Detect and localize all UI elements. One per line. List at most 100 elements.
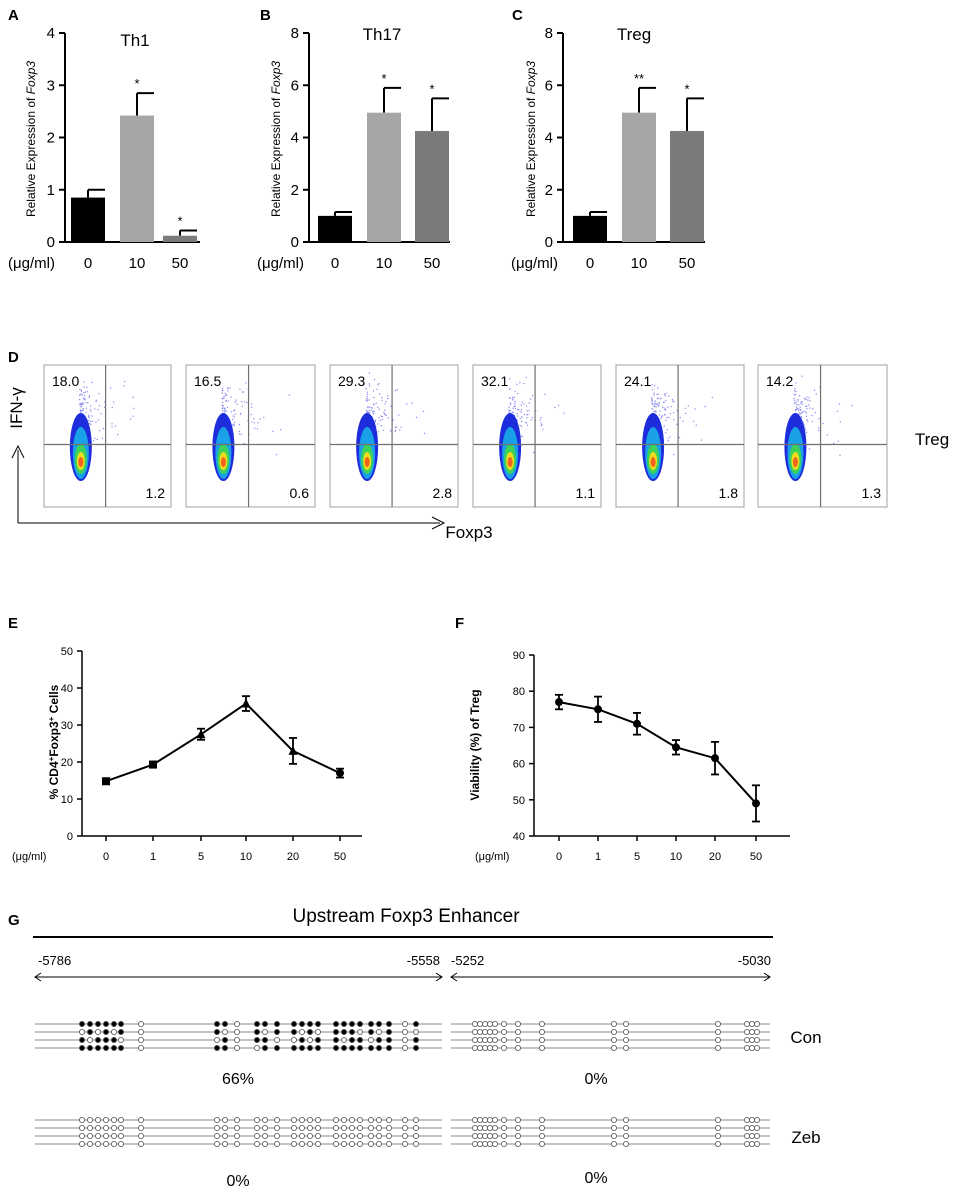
unmethylated-cpg	[500, 1029, 507, 1036]
flow-event-dot	[379, 419, 381, 422]
methylated-cpg	[332, 1029, 339, 1036]
flow-event-dot	[79, 402, 82, 405]
flow-event-dot	[658, 414, 661, 416]
flow-event-dot	[373, 379, 376, 381]
panel-a-bar-50	[163, 235, 197, 242]
flow-event-dot	[664, 408, 666, 411]
unmethylated-cpg	[500, 1117, 507, 1124]
flow-plot-density	[69, 380, 135, 482]
panel-g-methylation: G Upstream Foxp3 Enhancer -5786 -5558 -5…	[8, 906, 822, 1190]
panel-c-y-tick-label: 0	[545, 234, 553, 251]
flow-event-dot	[406, 403, 408, 405]
flow-event-dot	[132, 396, 134, 399]
flow-event-dot	[531, 395, 534, 397]
flow-event-dot	[818, 429, 820, 432]
flow-event-dot	[86, 391, 89, 393]
unmethylated-cpg	[539, 1133, 546, 1140]
methylated-cpg	[87, 1045, 94, 1052]
flow-event-dot	[423, 432, 426, 434]
panel-e-x-ticks: 0 1 5 10 20 50	[103, 836, 346, 863]
flow-plot-6: 14.2 1.3	[757, 364, 888, 508]
panel-b-y-tick-label: 6	[291, 77, 299, 94]
flow-plot-density	[356, 372, 426, 482]
flow-event-dot	[657, 393, 659, 395]
flow-event-dot	[512, 407, 514, 409]
flow-event-dot	[231, 418, 234, 421]
methylated-cpg	[221, 1045, 228, 1052]
methylated-cpg	[111, 1021, 118, 1028]
flow-event-dot	[512, 399, 514, 401]
flow-event-dot	[803, 424, 806, 426]
flow-event-dot	[394, 429, 397, 431]
panel-d-xlabel: Foxp3	[445, 523, 492, 542]
flow-event-dot	[365, 387, 367, 390]
flow-event-dot	[679, 416, 681, 419]
flow-event-dot	[704, 406, 706, 408]
unmethylated-cpg	[367, 1117, 374, 1124]
flow-event-dot	[676, 423, 678, 426]
flow-event-dot	[372, 390, 375, 392]
methylated-cpg	[348, 1021, 355, 1028]
flow-event-dot	[222, 390, 224, 392]
flow-event-dot	[659, 398, 661, 400]
flow-event-dot	[82, 409, 84, 412]
flow-event-dot	[83, 381, 86, 383]
flow-event-dot	[685, 412, 687, 415]
flow-event-dot	[818, 427, 820, 429]
flow-event-dot	[793, 390, 796, 392]
flow-event-dot	[245, 382, 247, 384]
panel-c-significance-mark: **	[634, 71, 644, 86]
unmethylated-cpg	[356, 1141, 363, 1148]
flow-event-dot	[366, 397, 368, 400]
flow-event-dot	[798, 408, 800, 410]
unmethylated-cpg	[749, 1133, 756, 1140]
unmethylated-cpg	[137, 1029, 144, 1036]
flow-event-dot	[272, 430, 274, 432]
methylated-cpg	[213, 1021, 220, 1028]
methylated-cpg	[261, 1045, 268, 1052]
flow-event-dot	[366, 396, 368, 398]
flow-event-dot	[377, 406, 379, 408]
methylated-cpg	[314, 1021, 321, 1028]
panel-c-y-tick-label: 8	[545, 25, 553, 42]
flow-event-dot	[654, 403, 656, 405]
panel-e-y-tick-label: 40	[61, 683, 73, 695]
zeb-lollipop-group	[35, 1117, 770, 1148]
unmethylated-cpg	[367, 1133, 374, 1140]
panel-a-x-tick-label: 0	[84, 255, 92, 272]
unmethylated-cpg	[476, 1117, 483, 1124]
unmethylated-cpg	[481, 1029, 488, 1036]
flow-event-dot	[78, 398, 81, 401]
unmethylated-cpg	[486, 1125, 493, 1132]
flow-event-dot	[806, 405, 808, 408]
unmethylated-cpg	[375, 1029, 382, 1036]
methylated-cpg	[340, 1029, 347, 1036]
panel-e-y-tick-label: 30	[61, 720, 73, 732]
flow-event-dot	[521, 401, 523, 403]
zeb-region1-percent: 0%	[226, 1173, 249, 1190]
panel-c-bar-chart: C Treg Relative Expression of Foxp3 0 2 4 6…	[511, 7, 705, 272]
unmethylated-cpg	[87, 1117, 94, 1124]
flow-event-dot	[233, 416, 236, 418]
unmethylated-cpg	[213, 1037, 220, 1044]
flow-event-dot	[661, 415, 664, 417]
methylated-cpg	[306, 1045, 313, 1052]
flow-event-dot	[664, 394, 666, 397]
methylated-cpg	[79, 1037, 86, 1044]
unmethylated-cpg	[340, 1117, 347, 1124]
flow-event-dot	[525, 376, 527, 379]
flow-event-dot	[514, 400, 516, 403]
panel-f-y-tick-label: 60	[513, 759, 525, 771]
unmethylated-cpg	[356, 1117, 363, 1124]
flow-event-dot	[239, 413, 242, 415]
methylated-cpg	[79, 1021, 86, 1028]
flow-event-dot	[372, 403, 375, 405]
quadrant-lower-right-value: 2.8	[433, 485, 453, 501]
flow-event-dot	[651, 408, 654, 410]
quadrant-upper-left-value: 16.5	[194, 373, 221, 389]
unmethylated-cpg	[539, 1117, 546, 1124]
unmethylated-cpg	[367, 1141, 374, 1148]
unmethylated-cpg	[471, 1029, 478, 1036]
flow-event-dot	[370, 409, 372, 411]
panel-d-y-arrowhead	[11, 444, 25, 459]
